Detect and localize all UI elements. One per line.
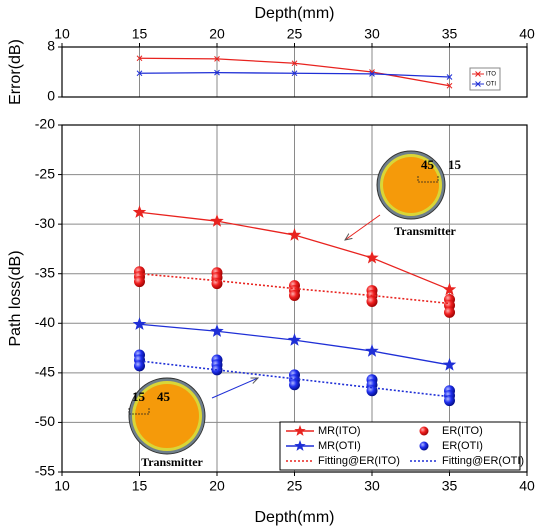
y-tick-label: -45 <box>35 364 55 380</box>
legend-label: OTI <box>486 82 496 88</box>
inset-core <box>135 384 199 448</box>
ball-marker <box>366 295 378 307</box>
star-marker <box>442 282 457 296</box>
ball-marker <box>134 360 145 372</box>
ball-marker <box>289 290 300 302</box>
legend-label: ITO <box>486 72 496 78</box>
inset-number: 15 <box>448 157 462 172</box>
x-tick-label: 20 <box>209 26 225 42</box>
ball-marker <box>366 385 378 397</box>
x-marker <box>214 56 220 62</box>
y-tick-label: 8 <box>47 38 55 54</box>
x-tick-label: 20 <box>209 478 225 494</box>
y-tick-label: -40 <box>35 314 55 330</box>
x-tick-label: 30 <box>364 26 380 42</box>
x-tick-label: 25 <box>287 26 303 42</box>
legend-label: MR(ITO) <box>318 425 361 437</box>
x-tick-label: 35 <box>442 26 458 42</box>
star-marker <box>365 250 379 264</box>
x-tick-label: 35 <box>442 478 458 494</box>
x-tick-label: 10 <box>54 478 70 494</box>
series-line <box>139 360 450 398</box>
star-marker <box>210 214 224 227</box>
star-marker <box>287 228 302 241</box>
star-marker <box>294 425 306 436</box>
x-marker <box>475 81 481 87</box>
x-tick-label: 25 <box>287 478 303 494</box>
star-marker <box>287 333 302 346</box>
x-marker <box>446 82 453 89</box>
inset-arrow <box>211 378 258 399</box>
ball-marker <box>419 426 429 436</box>
x-tick-label: 40 <box>519 478 535 494</box>
x-marker <box>214 69 220 76</box>
y-tick-label: -25 <box>35 165 55 181</box>
legend-label: ER(OTI) <box>442 440 483 452</box>
y-tick-label: 0 <box>47 88 55 104</box>
y-tick-label: -50 <box>35 413 55 429</box>
x-marker <box>475 71 481 77</box>
ball-marker <box>211 364 223 376</box>
x-marker <box>136 55 143 62</box>
x-marker <box>446 74 453 80</box>
legend-label: ER(ITO) <box>442 425 483 437</box>
x-tick-label: 10 <box>54 26 70 42</box>
y-tick-label: -30 <box>35 215 55 231</box>
y-tick-label: -35 <box>35 264 55 280</box>
star-marker <box>210 324 224 337</box>
legend-label: Fitting@ER(OTI) <box>442 455 524 467</box>
ball-marker <box>134 276 145 288</box>
x-tick-label: 30 <box>364 478 380 494</box>
x-tick-label: 15 <box>132 478 148 494</box>
inset-label: Transmitter <box>394 224 456 238</box>
y-axis-title: Path loss(dB) <box>7 250 24 346</box>
inset-label: Transmitter <box>141 455 203 469</box>
inset-probe <box>128 408 150 415</box>
x-tick-label: 40 <box>519 26 535 42</box>
legend-label: Fitting@ER(ITO) <box>318 455 400 467</box>
plot-frame <box>61 46 528 98</box>
inset-number: 45 <box>157 389 171 404</box>
star-marker <box>132 317 147 330</box>
inset-core <box>383 157 439 213</box>
x-tick-label: 15 <box>132 26 148 42</box>
x-axis-title: Depth(mm) <box>254 5 334 22</box>
inset-arrow <box>345 214 381 240</box>
x-marker <box>136 70 143 77</box>
legend-box <box>279 421 521 471</box>
inset-number: 45 <box>421 157 435 172</box>
inset-number: 15 <box>132 389 146 404</box>
x-marker <box>369 71 375 77</box>
ball-marker <box>289 379 300 391</box>
y-tick-label: -20 <box>35 116 55 132</box>
star-marker <box>365 344 379 357</box>
y-axis-title: Error(dB) <box>7 39 24 105</box>
x-marker <box>291 70 298 77</box>
plot-frame <box>61 124 528 473</box>
star-marker <box>442 357 457 371</box>
ball-marker <box>419 441 429 451</box>
ball-marker <box>444 395 455 407</box>
x-marker <box>291 60 298 67</box>
star-marker <box>132 205 147 218</box>
star-marker <box>294 440 306 451</box>
legend-label: MR(OTI) <box>318 440 361 452</box>
x-axis-title: Depth(mm) <box>254 509 334 526</box>
inset-probe <box>417 176 439 183</box>
ball-marker <box>444 306 455 318</box>
y-tick-label: -55 <box>35 463 55 479</box>
